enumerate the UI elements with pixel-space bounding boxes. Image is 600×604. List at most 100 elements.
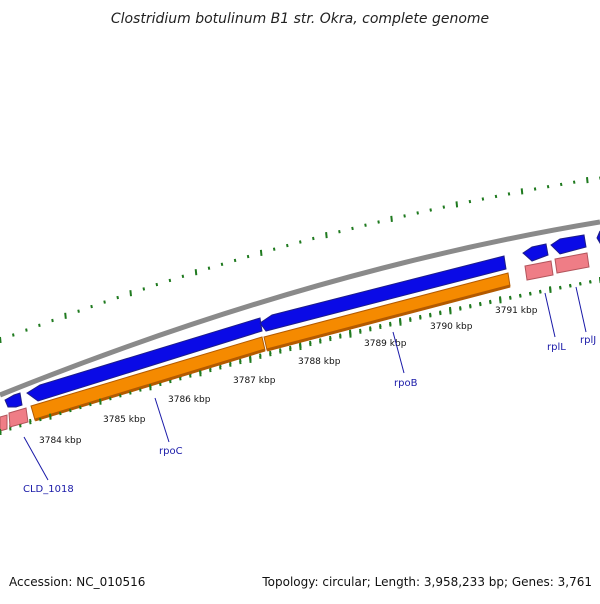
reverse-gene-block <box>0 414 8 432</box>
track-tick <box>499 297 502 304</box>
track-tick <box>429 208 432 212</box>
track-tick <box>481 197 485 201</box>
track-tick <box>389 323 392 327</box>
reverse-operon-shadow <box>266 284 511 352</box>
track-tick <box>572 180 576 184</box>
track-tick <box>159 382 162 387</box>
track-tick <box>19 424 22 428</box>
track-tick <box>109 397 112 401</box>
track-tick <box>64 312 67 319</box>
leader-line-rpob <box>392 331 405 374</box>
genome-summary-text: Topology: circular; Length: 3,958,233 bp… <box>261 575 592 589</box>
forward-cds-arrow <box>4 392 23 408</box>
track-tick <box>29 421 32 425</box>
track-tick <box>246 254 250 259</box>
track-tick <box>339 335 342 339</box>
track-tick <box>533 187 537 191</box>
track-tick <box>520 188 524 195</box>
track-tick <box>207 266 211 270</box>
scale-tick-labels: 3784 kbp 3785 kbp 3786 kbp 3787 kbp 3788… <box>39 306 538 446</box>
track-tick <box>0 428 2 436</box>
track-tick <box>519 294 522 298</box>
tick-label: 3791 kbp <box>495 306 538 316</box>
track-tick <box>539 290 542 294</box>
track-tick <box>569 284 572 288</box>
track-tick <box>129 290 132 297</box>
gc-skew-track-outer <box>0 176 600 344</box>
track-tick <box>469 305 472 309</box>
track-tick <box>272 247 276 251</box>
reverse-gene-block-rplj <box>554 252 590 274</box>
track-tick <box>219 366 222 370</box>
gene-leader-lines <box>23 286 587 481</box>
gene-label-rpob: rpoB <box>394 378 418 389</box>
track-tick <box>9 427 12 431</box>
reverse-gene-block-rpll <box>524 260 554 281</box>
gene-label-rpoc: rpoC <box>159 446 183 457</box>
track-tick <box>155 282 159 287</box>
track-tick <box>549 286 552 293</box>
track-tick <box>479 302 482 307</box>
track-tick <box>289 347 292 352</box>
track-tick <box>89 402 92 407</box>
track-tick <box>586 177 589 184</box>
track-tick <box>359 330 362 334</box>
track-tick <box>507 192 511 196</box>
track-tick <box>25 328 28 332</box>
gene-label-rplj: rplJ <box>580 335 596 346</box>
leader-line-cld1018 <box>23 436 49 481</box>
track-tick <box>169 379 172 384</box>
track-tick <box>369 328 372 332</box>
gene-labels: CLD_1018 rpoC rpoB rplL rplJ <box>23 335 596 495</box>
track-tick <box>259 249 263 256</box>
track-tick <box>12 333 15 337</box>
accession-text: Accession: NC_010516 <box>9 575 145 589</box>
track-tick <box>439 311 442 316</box>
forward-cds-arrow-rplj <box>550 234 587 255</box>
tick-label: 3784 kbp <box>39 436 82 446</box>
track-tick <box>129 391 132 395</box>
track-tick <box>429 314 432 318</box>
track-tick <box>419 316 422 320</box>
tick-label: 3786 kbp <box>168 395 211 405</box>
track-tick <box>179 377 182 381</box>
map-title: Clostridium botulinum B1 str. Okra, comp… <box>111 11 489 27</box>
track-tick <box>69 408 72 413</box>
genome-backbone <box>0 219 600 398</box>
tick-label: 3785 kbp <box>103 415 146 425</box>
track-tick <box>51 318 54 323</box>
track-tick <box>494 194 498 199</box>
track-tick <box>194 269 198 276</box>
track-tick <box>379 325 382 330</box>
track-tick <box>103 300 106 304</box>
forward-cds-arrow-rpob <box>259 255 507 332</box>
track-tick <box>239 360 242 365</box>
track-tick <box>286 243 289 248</box>
track-tick <box>319 340 322 344</box>
track-tick <box>233 258 237 263</box>
track-tick <box>338 230 341 234</box>
reverse-gene-block-cld1018 <box>8 407 29 428</box>
track-tick <box>199 370 202 377</box>
track-tick <box>579 282 582 286</box>
track-tick <box>249 356 252 363</box>
track-tick <box>181 274 185 278</box>
track-tick <box>390 215 393 222</box>
track-tick <box>325 232 328 239</box>
forward-cds-arrow-edge <box>596 230 600 244</box>
track-tick <box>449 308 452 315</box>
track-tick <box>349 331 352 338</box>
track-tick <box>442 205 446 209</box>
track-tick <box>209 368 212 373</box>
leader-line-rpoc <box>154 397 170 443</box>
leader-line-rplj <box>575 286 587 333</box>
tick-label: 3788 kbp <box>298 357 341 367</box>
track-tick <box>468 199 472 204</box>
track-tick <box>279 350 282 354</box>
track-tick <box>0 336 2 344</box>
track-tick <box>119 394 122 398</box>
tick-label: 3790 kbp <box>430 322 473 332</box>
track-tick <box>139 388 142 392</box>
track-tick <box>90 304 93 309</box>
